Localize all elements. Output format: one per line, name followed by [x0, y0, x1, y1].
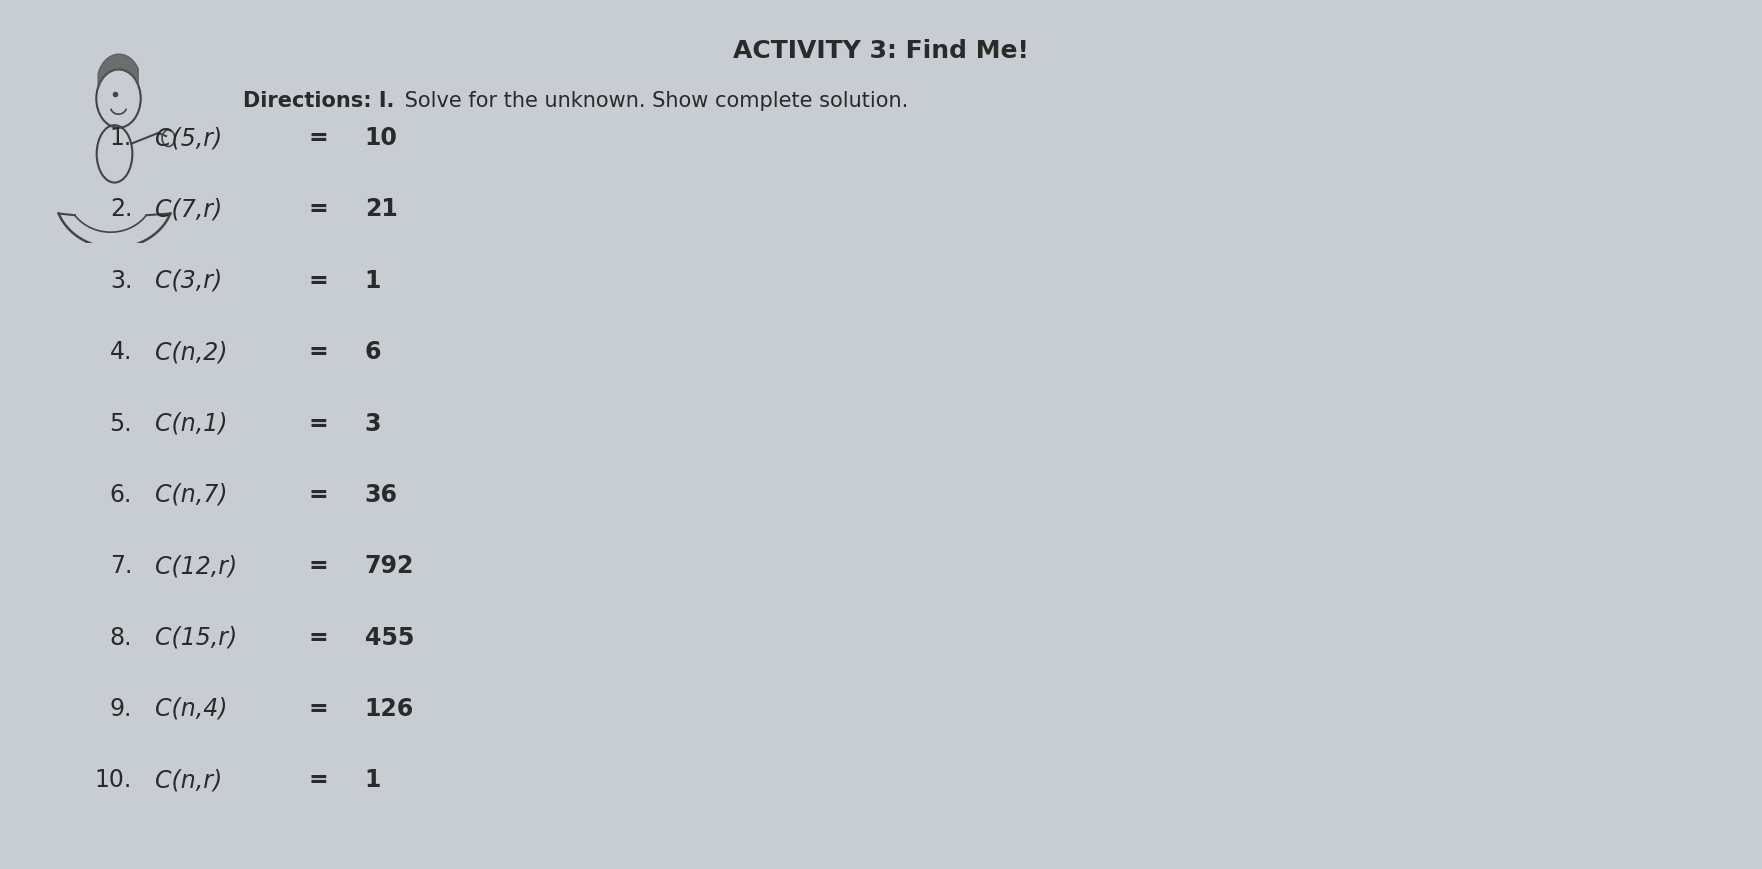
Text: =: = — [308, 482, 328, 507]
Text: ACTIVITY 3: Find Me!: ACTIVITY 3: Find Me! — [733, 39, 1029, 63]
Text: 10.: 10. — [95, 767, 132, 792]
Text: C(n,r): C(n,r) — [155, 767, 222, 792]
Text: 1: 1 — [365, 767, 381, 792]
Text: =: = — [308, 696, 328, 720]
Text: 1: 1 — [365, 269, 381, 293]
Text: C(7,r): C(7,r) — [155, 197, 222, 222]
Text: 8.: 8. — [109, 625, 132, 649]
Text: C(n,7): C(n,7) — [155, 482, 227, 507]
Text: C(n,1): C(n,1) — [155, 411, 227, 435]
Text: 3.: 3. — [109, 269, 132, 293]
Text: 9.: 9. — [109, 696, 132, 720]
Text: 4.: 4. — [109, 340, 132, 364]
Text: 5.: 5. — [109, 411, 132, 435]
Text: 2.: 2. — [109, 197, 132, 222]
Text: 126: 126 — [365, 696, 414, 720]
Text: =: = — [308, 269, 328, 293]
Text: C(n,2): C(n,2) — [155, 340, 227, 364]
Text: 6: 6 — [365, 340, 381, 364]
Text: Directions: I.: Directions: I. — [243, 91, 395, 111]
Text: C(12,r): C(12,r) — [155, 554, 238, 578]
Text: 21: 21 — [365, 197, 398, 222]
Text: =: = — [308, 126, 328, 150]
Text: =: = — [308, 554, 328, 578]
Text: 10: 10 — [365, 126, 398, 150]
Text: C(15,r): C(15,r) — [155, 625, 238, 649]
Text: 1.: 1. — [109, 126, 132, 150]
Text: 792: 792 — [365, 554, 414, 578]
Text: =: = — [308, 340, 328, 364]
Text: C(5,r): C(5,r) — [155, 126, 222, 150]
Text: Solve for the unknown. Show complete solution.: Solve for the unknown. Show complete sol… — [398, 91, 909, 111]
Text: =: = — [308, 411, 328, 435]
Text: C(n,4): C(n,4) — [155, 696, 227, 720]
Text: 6.: 6. — [109, 482, 132, 507]
Text: =: = — [308, 767, 328, 792]
Text: =: = — [308, 625, 328, 649]
Text: 3: 3 — [365, 411, 381, 435]
Text: 36: 36 — [365, 482, 398, 507]
Text: 455: 455 — [365, 625, 414, 649]
Text: 7.: 7. — [109, 554, 132, 578]
Text: C(3,r): C(3,r) — [155, 269, 222, 293]
Text: =: = — [308, 197, 328, 222]
